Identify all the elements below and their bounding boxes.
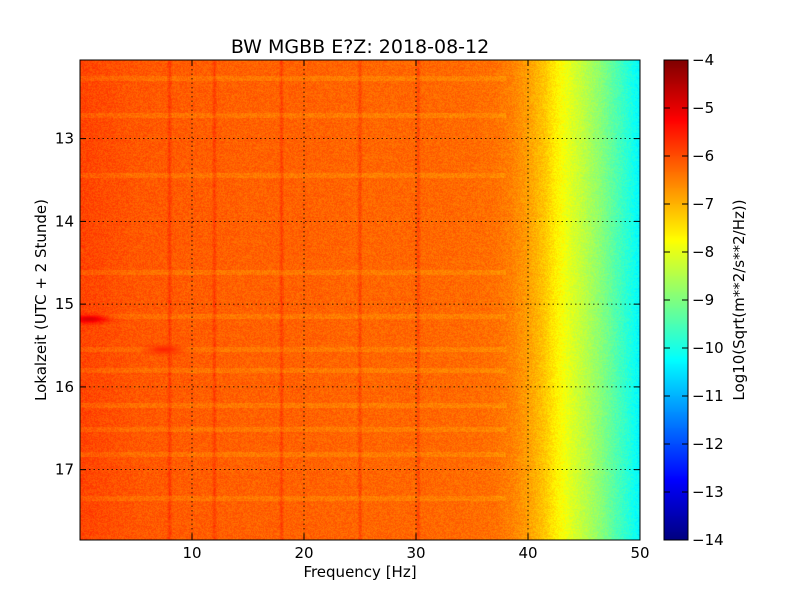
y-tick-label: 16: [55, 378, 74, 396]
colorbar-tick-label: −14: [692, 531, 724, 549]
colorbar-tick-label: −4: [692, 51, 714, 69]
y-tick-label: 17: [55, 461, 74, 479]
colorbar-ticks: −4 −5 −6 −7 −8 −9 −10 −11 −12 −13 −14: [664, 51, 724, 549]
colorbar-tick-label: −6: [692, 147, 714, 165]
colorbar-tick-label: −12: [692, 435, 724, 453]
colorbar-label: Log10(Sqrt(m**2/s**2/Hz)): [730, 199, 748, 400]
y-tick-label: 14: [55, 212, 74, 230]
plot-frame: [79, 59, 641, 541]
y-tick-label: 13: [55, 130, 74, 148]
colorbar-tick-label: −9: [692, 291, 714, 309]
colorbar-tick-label: −8: [692, 243, 714, 261]
grid-lines: [80, 60, 640, 540]
y-tick-label: 15: [55, 295, 74, 313]
spectrogram-heatmap: [80, 60, 640, 540]
colorbar-tick-label: −7: [692, 195, 714, 213]
y-axis-label: Lokalzeit (UTC + 2 Stunde): [32, 199, 50, 401]
x-tick-label: 40: [518, 544, 537, 562]
x-tick-label: 50: [630, 544, 649, 562]
colorbar-tick-label: −11: [692, 387, 724, 405]
chart-title: BW MGBB E?Z: 2018-08-12: [231, 36, 489, 58]
x-tick-label: 30: [406, 544, 425, 562]
colorbar-tick-label: −13: [692, 483, 724, 501]
axis-ticks: 10 20 30 40 50 13 14 15 16 17: [55, 60, 650, 562]
colorbar-tick-label: −5: [692, 99, 714, 117]
colorbar-tick-label: −10: [692, 339, 724, 357]
x-tick-label: 20: [294, 544, 313, 562]
x-axis-label: Frequency [Hz]: [303, 563, 416, 581]
x-tick-label: 10: [182, 544, 201, 562]
